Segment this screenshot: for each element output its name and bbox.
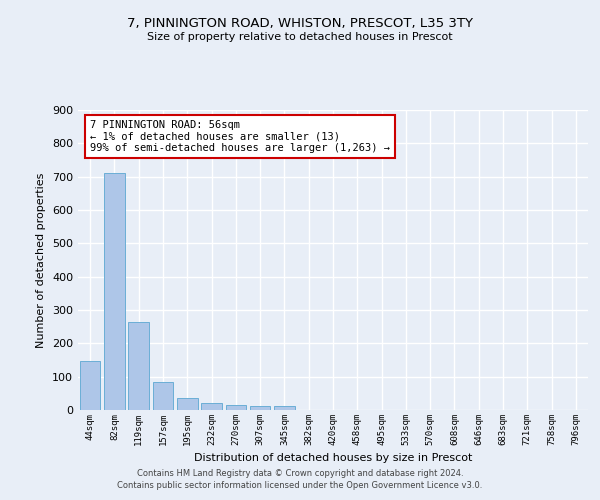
Bar [80, 361, 100, 410]
Bar [201, 402, 222, 410]
Bar [104, 174, 125, 410]
Bar [250, 406, 271, 410]
Bar [128, 322, 149, 410]
Text: Contains HM Land Registry data © Crown copyright and database right 2024.
Contai: Contains HM Land Registry data © Crown c… [118, 468, 482, 490]
Text: 7, PINNINGTON ROAD, WHISTON, PRESCOT, L35 3TY: 7, PINNINGTON ROAD, WHISTON, PRESCOT, L3… [127, 18, 473, 30]
X-axis label: Distribution of detached houses by size in Prescot: Distribution of detached houses by size … [194, 454, 472, 464]
Y-axis label: Number of detached properties: Number of detached properties [37, 172, 46, 348]
Bar [177, 398, 197, 410]
Text: 7 PINNINGTON ROAD: 56sqm
← 1% of detached houses are smaller (13)
99% of semi-de: 7 PINNINGTON ROAD: 56sqm ← 1% of detache… [90, 120, 390, 153]
Bar [274, 406, 295, 410]
Bar [152, 382, 173, 410]
Text: Size of property relative to detached houses in Prescot: Size of property relative to detached ho… [147, 32, 453, 42]
Bar [226, 406, 246, 410]
